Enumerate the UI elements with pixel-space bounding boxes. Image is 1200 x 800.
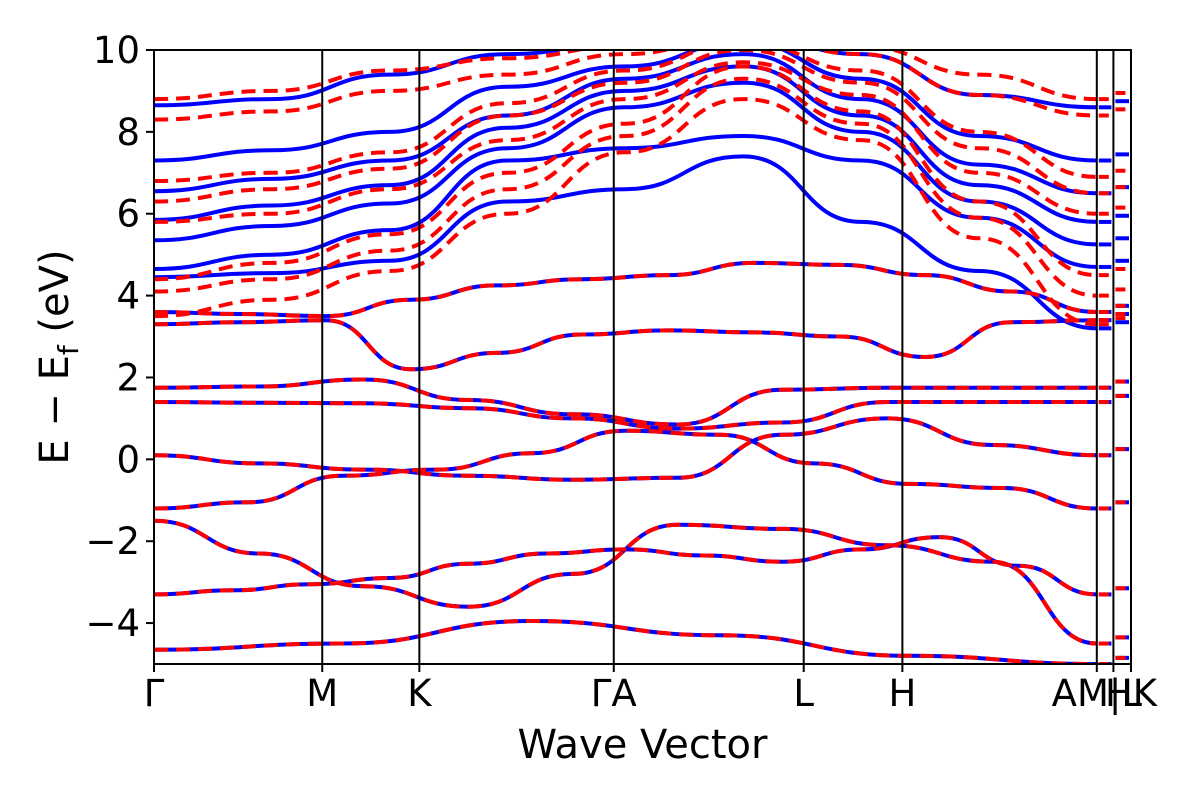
x-tick-label: AM|L [1052, 672, 1143, 715]
solid-band-14 [154, 50, 1097, 163]
y-tick-label: 6 [116, 193, 140, 236]
dashed-band-7 [154, 318, 1097, 372]
dashed-band-10 [154, 76, 1097, 298]
dashed-band-3 [154, 428, 1097, 511]
dashed-band-1 [154, 535, 1097, 597]
y-tick-label: 0 [116, 438, 140, 481]
x-tick-label: Γ [144, 672, 165, 715]
dashed-band-9 [154, 97, 1097, 327]
solid-band-13 [154, 52, 1097, 196]
dashed-band-6 [154, 377, 1097, 427]
x-tick-label: HK [1105, 672, 1159, 715]
x-tick-label: K [407, 672, 433, 715]
plot-frame [153, 49, 1132, 665]
dashed-band-15 [154, 50, 1097, 122]
x-tick-label: L [793, 672, 814, 715]
dashed-band-11 [154, 64, 1097, 282]
y-tick-label: 4 [116, 275, 140, 318]
x-axis-label: Wave Vector [518, 722, 769, 768]
solid-band-9 [154, 154, 1097, 331]
dashed-band-4 [154, 416, 1097, 482]
y-tick-label: 2 [116, 356, 140, 399]
x-tick-label: M [306, 672, 338, 715]
y-tick-label: 8 [116, 111, 140, 154]
y-tick-label: −4 [85, 602, 140, 645]
dashed-band-14 [154, 50, 1097, 183]
y-tick-label: −2 [85, 520, 140, 563]
dashed-band-16 [154, 50, 1097, 102]
y-tick-label: 10 [93, 29, 140, 72]
x-tick-label: H [888, 672, 916, 715]
dashed-band-13 [154, 50, 1097, 204]
dashed-band-2 [154, 518, 1097, 646]
solid-band-10 [154, 134, 1097, 271]
dashed-band-5 [154, 399, 1097, 431]
x-tick-label: ΓA [591, 672, 637, 715]
dashed-band-8 [154, 260, 1097, 319]
y-axis-label: E − Ef (eV) [32, 249, 85, 464]
solid-band-0 [154, 619, 1097, 664]
